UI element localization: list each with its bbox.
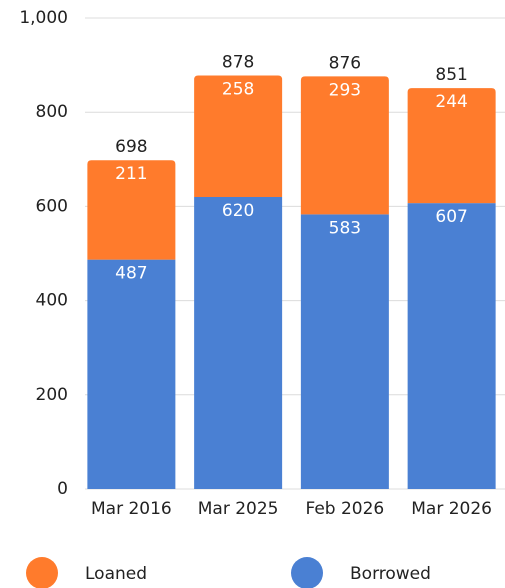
value-label: 258 — [222, 79, 254, 99]
bar-segment — [87, 259, 176, 489]
total-label: 698 — [115, 137, 147, 157]
total-label: 851 — [435, 65, 467, 85]
legend-label: Borrowed — [350, 564, 431, 584]
value-label: 620 — [222, 201, 254, 221]
value-label: 487 — [115, 264, 147, 284]
legend-swatch — [291, 557, 323, 588]
legend-swatch — [26, 557, 58, 588]
value-label: 583 — [329, 218, 361, 238]
bar-segment — [194, 196, 283, 490]
y-tick-label: 1,000 — [19, 8, 68, 28]
total-label: 876 — [329, 53, 361, 73]
x-tick-label: Feb 2026 — [305, 499, 384, 519]
value-label: 244 — [435, 92, 467, 112]
y-tick-label: 600 — [36, 196, 68, 216]
bar-segment — [407, 203, 496, 489]
bar-segment — [194, 75, 283, 197]
x-tick-label: Mar 2016 — [91, 499, 172, 519]
bar-segment — [300, 76, 389, 215]
bar-segment — [87, 160, 176, 260]
x-tick-label: Mar 2025 — [198, 499, 279, 519]
y-tick-label: 400 — [36, 291, 68, 311]
value-label: 293 — [329, 80, 361, 100]
legend-label: Loaned — [85, 564, 147, 584]
x-tick-label: Mar 2026 — [411, 499, 492, 519]
bar-segment — [407, 88, 496, 204]
bar-segment — [300, 214, 389, 490]
value-label: 607 — [435, 207, 467, 227]
y-tick-label: 0 — [57, 479, 68, 499]
total-label: 878 — [222, 52, 254, 72]
value-label: 211 — [115, 164, 147, 184]
y-tick-label: 200 — [36, 385, 68, 405]
y-tick-label: 800 — [36, 102, 68, 122]
